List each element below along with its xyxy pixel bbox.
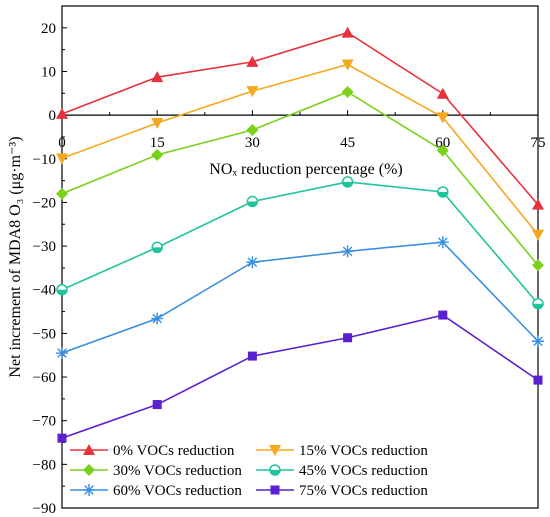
square-marker (270, 485, 280, 495)
legend-item: 45% VOCs reduction (256, 463, 428, 479)
legend-label: 0% VOCs reduction (113, 443, 235, 459)
diamond-marker (436, 144, 449, 157)
triangle-down-marker (341, 59, 354, 71)
triangle-down-marker (151, 117, 164, 129)
diamond-marker (151, 148, 164, 161)
x-tick-label: 75 (531, 135, 546, 151)
y-tick-label: 0 (49, 108, 57, 124)
square-marker (438, 310, 448, 320)
y-tick-label: −50 (33, 326, 56, 342)
asterisk-marker (56, 347, 68, 360)
square-marker (57, 433, 67, 443)
series (56, 26, 544, 210)
triangle-down-marker (532, 229, 544, 241)
triangle-up-marker (151, 71, 164, 83)
asterisk-marker (436, 236, 449, 249)
legend-item: 0% VOCs reduction (70, 443, 235, 459)
x-tick-label: 45 (340, 135, 355, 151)
y-axis-title: Net increment of MDA8 O₃ (μg·m⁻³) (7, 136, 24, 377)
asterisk-marker (246, 256, 259, 269)
series-line (61, 31, 539, 206)
triangle-up-marker (532, 198, 544, 210)
diamond-marker (83, 464, 95, 476)
square-marker (247, 351, 257, 361)
triangle-up-marker (436, 87, 449, 99)
x-tick-label: 30 (245, 135, 260, 151)
asterisk-marker (151, 312, 164, 325)
y-tick-label: −90 (33, 501, 56, 517)
series (57, 310, 543, 443)
x-axis: 0 15 30 45 60 75 (58, 110, 546, 151)
x-tick-label: 0 (58, 135, 66, 151)
circle-marker-fill (57, 289, 67, 295)
y-tick-label: −70 (33, 414, 56, 430)
series-line (61, 314, 539, 439)
series (56, 59, 544, 241)
circle-marker-fill (270, 470, 280, 475)
y-tick-label: 20 (41, 21, 56, 37)
series-line (61, 241, 539, 354)
legend-item: 75% VOCs reduction (256, 483, 428, 499)
legend-label: 60% VOCs reduction (113, 483, 242, 499)
series (56, 85, 544, 272)
circle-marker-fill (247, 201, 258, 207)
legend-label: 30% VOCs reduction (113, 463, 242, 479)
y-tick-label: −30 (33, 239, 56, 255)
y-tick-label: 10 (41, 64, 56, 80)
legend: 0% VOCs reduction 15% VOCs reduction 30% V… (70, 443, 428, 499)
triangle-up-marker (83, 444, 95, 455)
diamond-marker (246, 123, 259, 136)
asterisk-marker (83, 484, 95, 496)
y-tick-label: −60 (33, 370, 56, 386)
circle-marker-fill (152, 247, 163, 253)
circle-marker-fill (437, 191, 448, 197)
legend-label: 15% VOCs reduction (299, 443, 428, 459)
plot-frame (61, 5, 539, 509)
series-line (61, 63, 539, 236)
circle-marker-fill (342, 181, 353, 187)
x-axis-title: NOₓ reduction percentage (%) (209, 161, 402, 178)
legend-label: 75% VOCs reduction (299, 483, 428, 499)
asterisk-marker (532, 335, 544, 348)
y-tick-label: −80 (33, 457, 56, 473)
triangle-down-marker (246, 86, 259, 98)
square-marker (343, 333, 353, 343)
legend-item: 60% VOCs reduction (70, 483, 242, 499)
square-marker (152, 400, 162, 410)
legend-item: 30% VOCs reduction (70, 463, 242, 479)
y-tick-label: −20 (33, 195, 56, 211)
series (56, 176, 544, 310)
triangle-down-marker (269, 445, 281, 456)
diamond-marker (341, 85, 354, 98)
diamond-marker (56, 187, 68, 200)
series (56, 236, 544, 360)
triangle-down-marker (56, 153, 68, 165)
x-tick-label: 15 (150, 135, 165, 151)
square-marker (533, 375, 543, 385)
triangle-up-marker (341, 26, 354, 38)
legend-item: 15% VOCs reduction (256, 443, 428, 459)
diamond-marker (532, 259, 544, 272)
x-tick-label: 60 (435, 135, 450, 151)
y-tick-label: −40 (33, 283, 56, 299)
triangle-up-marker (246, 55, 259, 67)
legend-label: 45% VOCs reduction (299, 463, 428, 479)
asterisk-marker (341, 245, 354, 258)
triangle-down-marker (436, 112, 449, 124)
series-line (61, 181, 539, 305)
circle-marker-fill (533, 303, 543, 309)
y-tick-label: −10 (33, 152, 56, 168)
triangle-up-marker (56, 107, 68, 119)
series-group (56, 26, 544, 443)
series-line (61, 91, 539, 266)
